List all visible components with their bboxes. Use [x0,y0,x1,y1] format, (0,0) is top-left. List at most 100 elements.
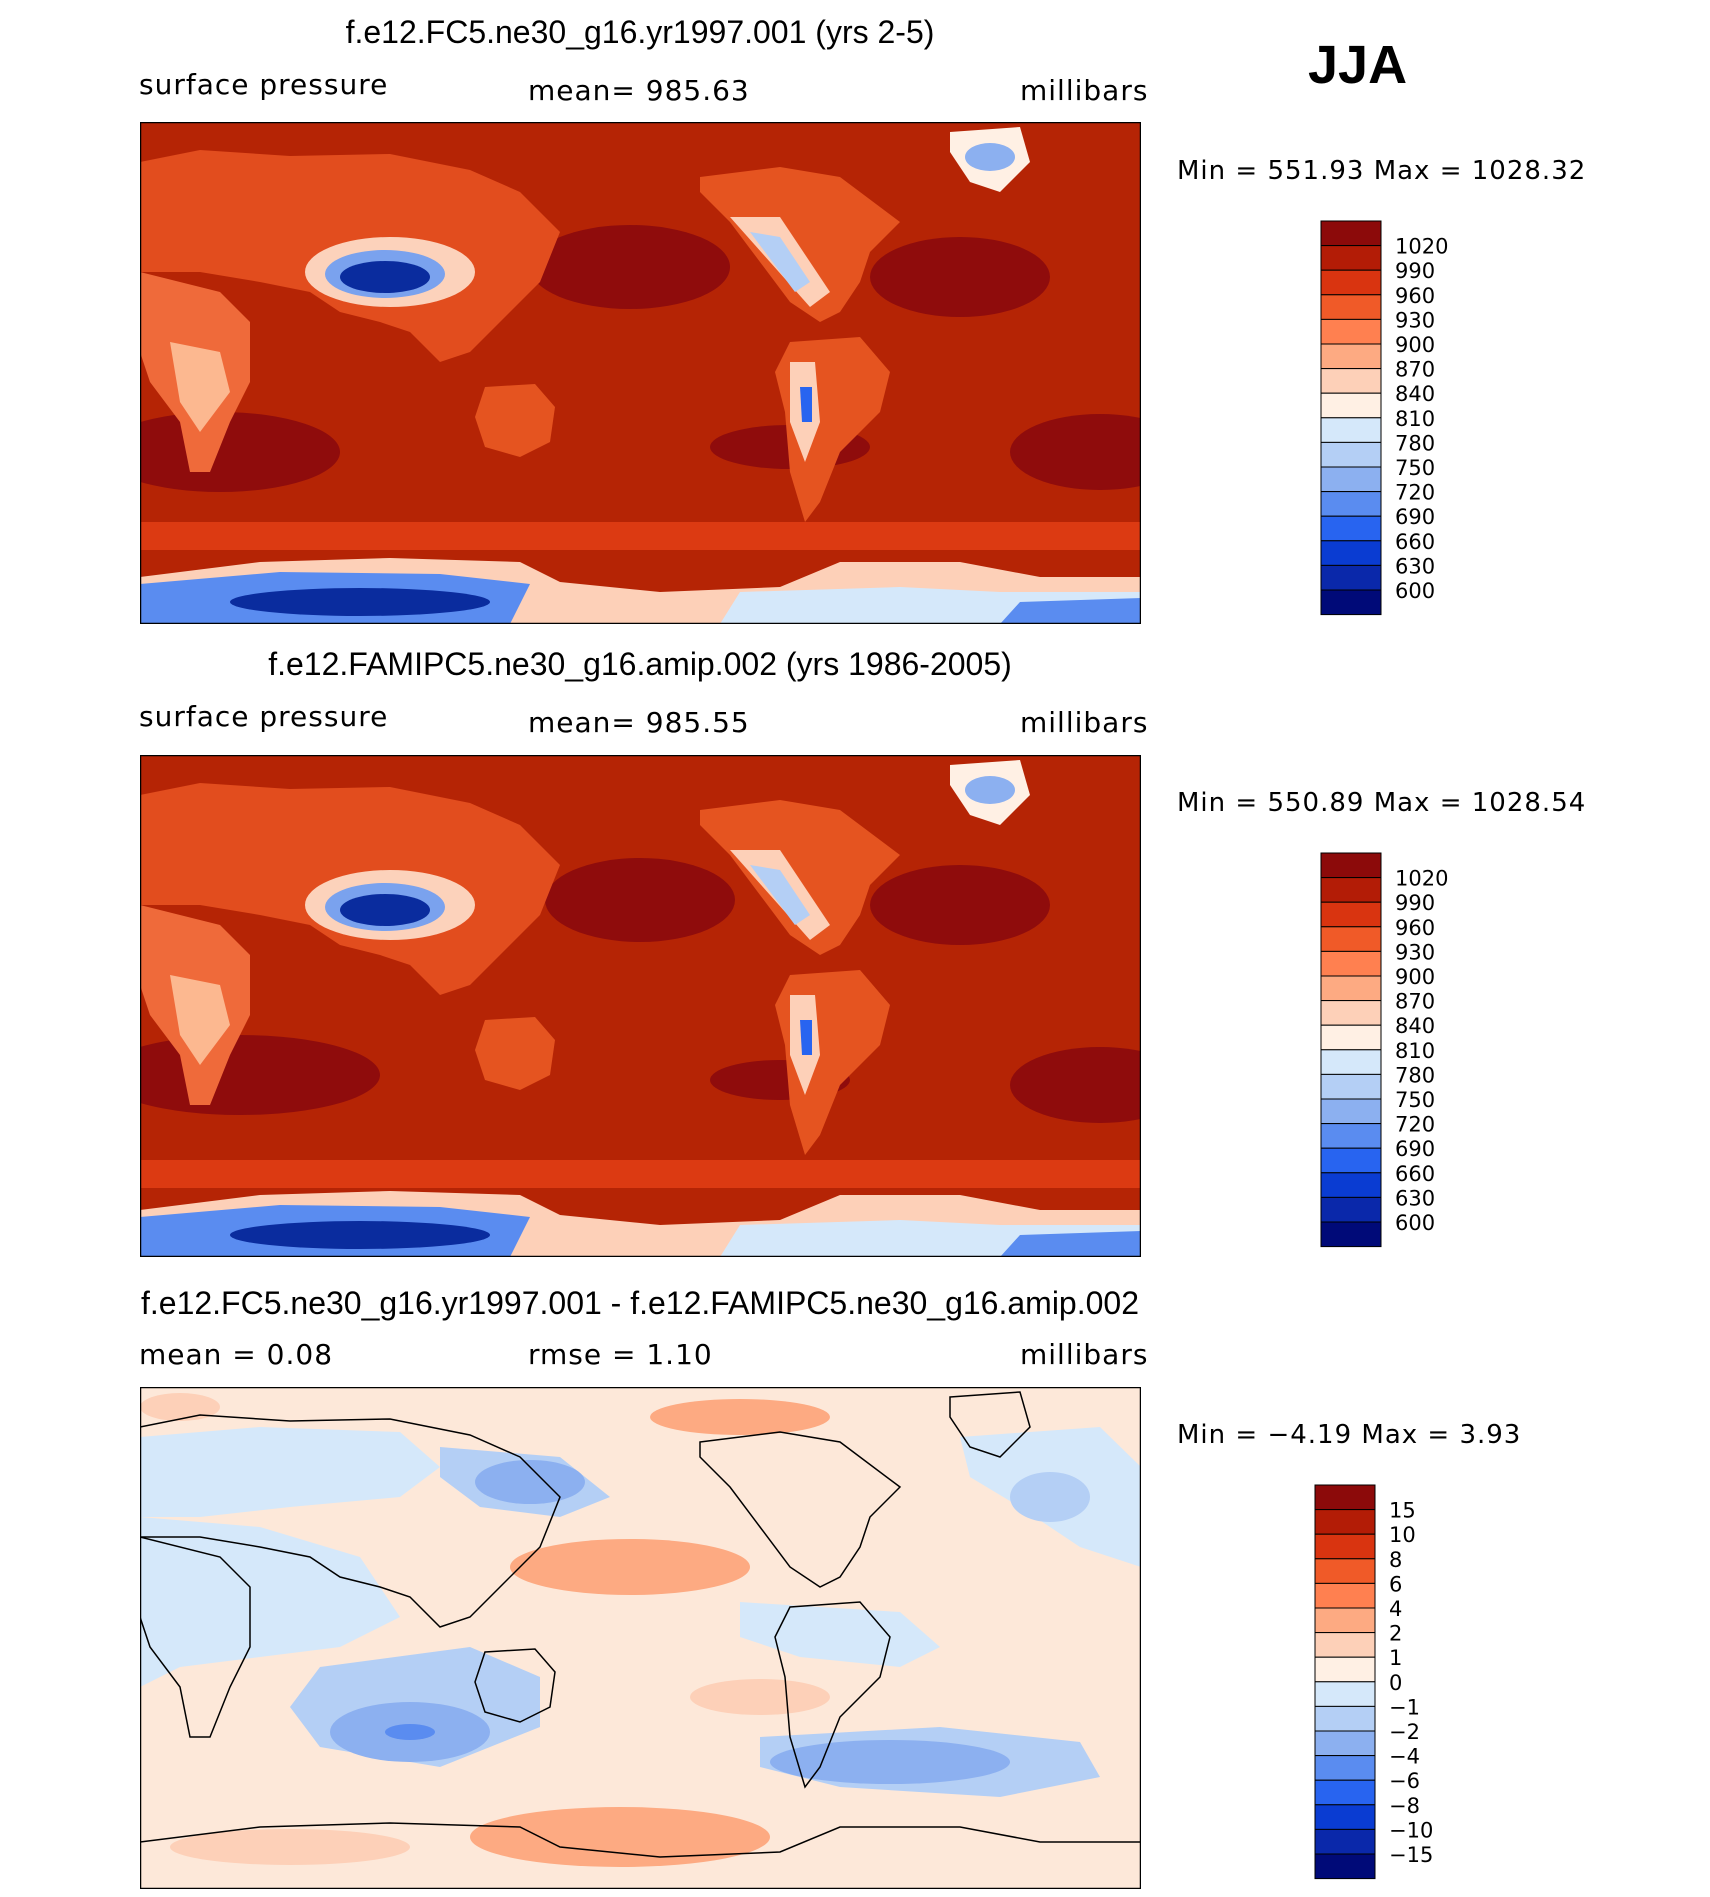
colorbar-1-label-12: 660 [1395,1162,1435,1186]
colorbar-2-swatch-9 [1314,1705,1376,1732]
colorbar-0-label-2: 960 [1395,284,1435,308]
colorbar-1-label-5: 870 [1395,990,1435,1014]
colorbar-0-label-8: 780 [1395,431,1435,455]
colorbar-1-swatch-1 [1320,877,1382,903]
colorbar-0-swatch-10 [1320,466,1382,493]
panel2-antarctica-west-core [1000,1231,1141,1257]
panel2-north-america [700,800,900,955]
colorbar-2-swatch-4 [1314,1582,1376,1609]
panel3-pos-arctic-west [140,1393,220,1421]
colorbar-1-label-14: 600 [1395,1211,1435,1235]
colorbar-0-swatch-14 [1320,564,1382,591]
panel3-units-label: millibars [1020,1338,1149,1371]
colorbar-0-swatch-12 [1320,515,1382,542]
colorbar-0-label-10: 720 [1395,481,1435,505]
panel2-africa-highlands [170,975,230,1065]
panel1-southern-ocean-band [140,522,1141,550]
colorbar-0-swatch-0 [1320,220,1382,247]
panel1-rockies-core [750,232,810,292]
colorbar-1-swatch-13 [1320,1172,1382,1198]
colorbar-0-label-6: 840 [1395,382,1435,406]
panel1-frame [140,122,1141,624]
colorbar-2-label-11: −6 [1389,1769,1420,1793]
colorbar-0-label-3: 930 [1395,308,1435,332]
panel3-frame [140,1387,1141,1889]
panel1-greenland-core [965,143,1015,171]
colorbar-2-swatch-13 [1314,1804,1376,1830]
colorbar-1-swatch-4 [1320,950,1382,977]
colorbar-0-swatch-4 [1320,318,1382,345]
colorbar-1-swatch-11 [1320,1123,1382,1149]
colorbar-2-swatch-11 [1314,1755,1376,1781]
panel3-pos-north-pacific [510,1539,750,1595]
colorbar-2-label-13: −10 [1389,1818,1433,1842]
panel1-azores-high [870,237,1050,317]
colorbar-1-swatch-2 [1320,901,1382,928]
colorbar-0-swatch-8 [1320,417,1382,443]
colorbar-2-swatch-7 [1314,1656,1376,1683]
colorbar-1-swatch-0 [1320,852,1382,879]
colorbar-0-label-4: 900 [1395,333,1435,357]
panel2-southern-ocean-band [140,1160,1141,1188]
panel1-africa-highlands [170,342,230,432]
colorbar-0-swatch-13 [1320,540,1382,566]
panel3-neg-south-atlantic-core [770,1740,1010,1784]
colorbar-1-swatch-12 [1320,1147,1382,1174]
panel3-mean-label: mean = 0.08 [139,1338,334,1371]
colorbar-0-swatch-2 [1320,269,1382,296]
panel1-south-atlantic-high [1010,414,1141,490]
panel1-andes-core [800,387,812,422]
colorbar-2-label-14: −15 [1389,1843,1433,1867]
panel3-neg-japan-core [475,1460,585,1504]
colorbar-2-swatch-5 [1314,1607,1376,1634]
colorbar-2-swatch-10 [1314,1730,1376,1757]
panel3-title: f.e12.FC5.ne30_g16.yr1997.001 - f.e12.FA… [140,1285,1139,1321]
panel2-colorbar: 1020990960930900870840810780750720690660… [1320,852,1448,1248]
colorbar-2-swatch-0 [1314,1484,1376,1511]
panel3-pos-south-pacific [690,1679,830,1715]
colorbar-0-label-12: 660 [1395,530,1435,554]
colorbar-0-swatch-3 [1320,294,1382,320]
colorbar-1-swatch-10 [1320,1098,1382,1125]
panel3-pos-arctic [650,1399,830,1435]
panel2-greenland-core [965,776,1015,804]
panel1-tibet-core [340,261,430,293]
colorbar-2-label-3: 6 [1389,1572,1402,1596]
panel3-australia-outline [474,1648,556,1723]
colorbar-2-label-12: −8 [1389,1794,1420,1818]
colorbar-0-swatch-15 [1320,589,1382,616]
colorbar-2-label-2: 8 [1389,1548,1402,1572]
panel1-minmax: Min = 551.93 Max = 1028.32 [1177,156,1587,186]
colorbar-1-swatch-15 [1320,1221,1382,1248]
colorbar-2-swatch-3 [1314,1558,1376,1584]
colorbar-1-label-9: 750 [1395,1088,1435,1112]
panel3-eurasia-outline [140,1414,561,1628]
colorbar-2-label-9: −2 [1389,1720,1420,1744]
panel3-map [140,1387,1141,1889]
panel1-north-pacific-high [530,225,730,309]
panel1-mean-label: mean= 985.63 [528,74,750,107]
colorbar-2-label-7: 0 [1389,1671,1402,1695]
colorbar-0-swatch-6 [1320,368,1382,394]
panel2-title: f.e12.FAMIPC5.ne30_g16.amip.002 (yrs 198… [268,646,1012,682]
colorbar-1-label-2: 960 [1395,916,1435,940]
colorbar-1-label-1: 990 [1395,891,1435,915]
colorbar-1-swatch-9 [1320,1073,1382,1100]
colorbar-1-label-3: 930 [1395,940,1435,964]
colorbar-1-label-11: 690 [1395,1137,1435,1161]
panel1-map [140,122,1141,624]
panel2-azores-high [870,865,1050,945]
colorbar-2-swatch-12 [1314,1779,1376,1806]
panel3-pos-antarctica [170,1829,410,1865]
panel3-antarctica-outline [140,1822,1141,1858]
panel1-australia [475,384,555,457]
panel1-colorbar: 1020990960930900870840810780750720690660… [1320,220,1448,616]
colorbar-0-label-13: 630 [1395,554,1435,578]
colorbar-0-swatch-5 [1320,343,1382,370]
colorbar-1-swatch-3 [1320,926,1382,952]
colorbar-2-swatch-6 [1314,1632,1376,1658]
colorbar-0-swatch-11 [1320,491,1382,517]
colorbar-2-swatch-15 [1314,1853,1376,1880]
colorbar-2-swatch-8 [1314,1681,1376,1707]
